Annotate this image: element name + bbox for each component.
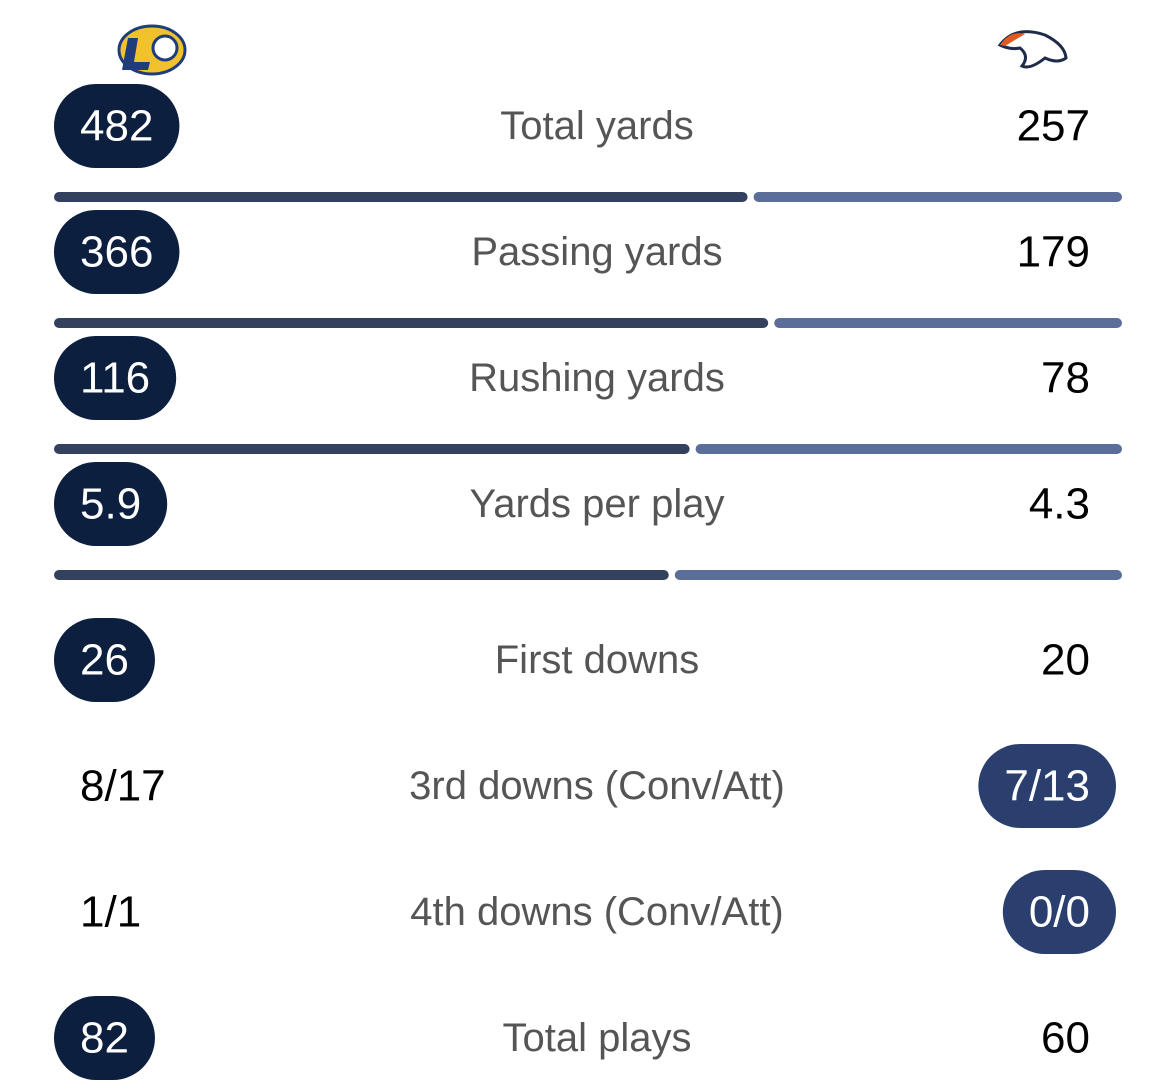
highlight-pill (1002, 870, 1116, 954)
left-value: 1/1 (80, 888, 141, 937)
stat-row: 8/17 7/13 (80, 744, 1116, 828)
left-value: 116 (80, 354, 150, 403)
right-bar (674, 570, 1122, 580)
right-value: 179 (1017, 228, 1090, 277)
stat-row: 116 78 (54, 336, 1090, 420)
left-value: 8/17 (80, 762, 166, 811)
stat-row: 26 20 (54, 618, 1090, 702)
left-bar (54, 444, 690, 454)
stat-row: 5.9 4.3 (54, 462, 1090, 546)
highlight-pill (54, 210, 180, 294)
stat-row: 1/1 0/0 (80, 870, 1116, 954)
left-bar (54, 192, 748, 202)
highlight-pill (54, 84, 180, 168)
left-bar (54, 318, 769, 328)
right-value: 7/13 (1004, 762, 1090, 811)
broncos-logo (997, 30, 1068, 69)
stat-label: Total plays (503, 1016, 692, 1060)
stat-label: 3rd downs (Conv/Att) (409, 764, 785, 808)
right-bar (695, 444, 1122, 454)
stat-label: Total yards (500, 104, 693, 148)
right-bar (753, 192, 1122, 202)
stat-label: 4th downs (Conv/Att) (410, 890, 784, 934)
left-bar (54, 570, 669, 580)
left-value: 26 (80, 636, 129, 685)
right-value: 60 (1041, 1014, 1090, 1063)
stat-label: Rushing yards (469, 356, 725, 400)
right-value: 4.3 (1029, 480, 1090, 529)
highlight-pill (54, 618, 155, 702)
stat-row: 482 257 (54, 84, 1090, 168)
right-value: 78 (1041, 354, 1090, 403)
rams-logo (117, 24, 187, 76)
right-value: 0/0 (1029, 888, 1090, 937)
stat-row: 366 179 (54, 210, 1090, 294)
stat-row: 82 60 (54, 996, 1090, 1080)
right-bar (774, 318, 1122, 328)
highlight-pill (54, 462, 168, 546)
left-value: 82 (80, 1014, 129, 1063)
left-value: 366 (80, 228, 153, 277)
highlight-pill (54, 336, 177, 420)
highlight-pill (54, 996, 155, 1080)
right-value: 20 (1041, 636, 1090, 685)
highlight-pill (978, 744, 1116, 828)
right-value: 257 (1017, 102, 1090, 151)
stat-label: First downs (495, 638, 700, 682)
left-value: 5.9 (80, 480, 141, 529)
left-value: 482 (80, 102, 153, 151)
stat-label: Yards per play (470, 482, 725, 526)
stat-label: Passing yards (471, 230, 722, 274)
